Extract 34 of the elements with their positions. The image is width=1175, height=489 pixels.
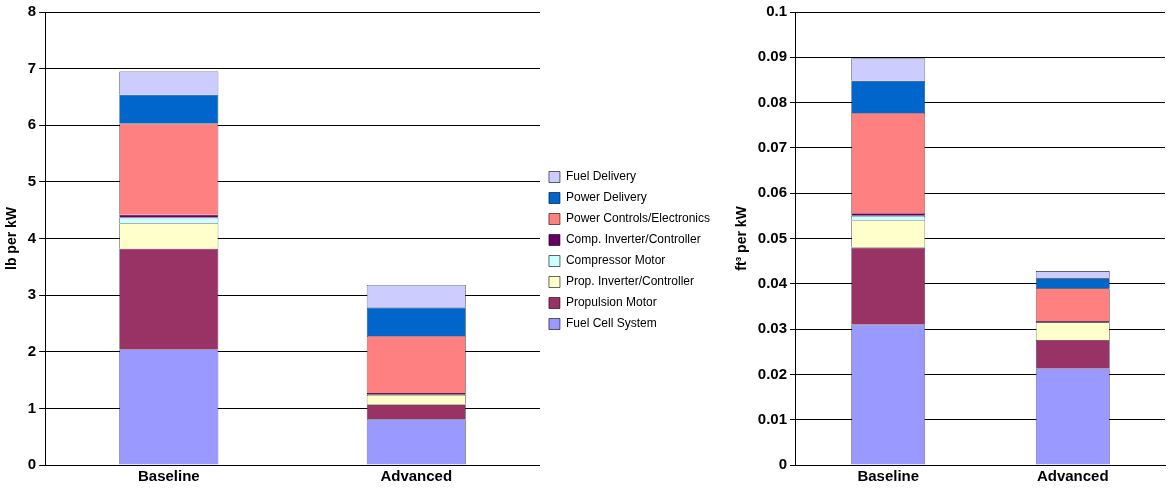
y-tick-label: 3 — [27, 285, 37, 303]
legend-label: Power Delivery — [565, 190, 647, 205]
x-tick-label: Baseline — [137, 467, 200, 485]
y-tick-label: 8 — [27, 2, 37, 20]
legend-label: Prop. Inverter/Controller — [565, 274, 695, 289]
y-tick-label: 0.09 — [757, 47, 787, 65]
y-tick-label: 0.03 — [757, 319, 787, 337]
y-tick-label: 4 — [27, 228, 37, 246]
y-axis-title: lb per kW — [3, 206, 20, 271]
x-tick-label: Advanced — [380, 467, 453, 485]
y-tick-label: 0.08 — [757, 92, 787, 110]
y-tick-label: 0.05 — [757, 228, 787, 246]
legend-label: Compressor Motor — [565, 253, 666, 268]
y-tick-label: 0.02 — [757, 364, 787, 382]
legend-label: Comp. Inverter/Controller — [565, 232, 701, 247]
legend-label: Propulsion Motor — [565, 295, 657, 310]
x-tick-label: Baseline — [857, 467, 920, 485]
y-tick-label: 7 — [27, 58, 37, 76]
legend-label: Fuel Delivery — [565, 169, 636, 184]
y-axis-title: ft³ per kW — [733, 205, 750, 271]
y-tick-label: 0 — [27, 455, 37, 473]
y-tick-label: 0.07 — [757, 138, 787, 156]
legend-label: Fuel Cell System — [565, 316, 657, 331]
y-tick-label: 0.06 — [757, 183, 787, 201]
legend-label: Power Controls/Electronics — [565, 211, 711, 226]
y-tick-label: 5 — [27, 172, 37, 190]
y-tick-label: 1 — [27, 398, 37, 416]
y-tick-label: 0.04 — [757, 273, 788, 291]
y-tick-label: 2 — [27, 341, 37, 359]
y-tick-label: 0 — [778, 455, 787, 473]
y-tick-label: 0.01 — [757, 409, 787, 427]
x-tick-label: Advanced — [1036, 467, 1109, 485]
y-tick-label: 0.1 — [766, 2, 787, 20]
y-tick-label: 6 — [27, 115, 37, 133]
